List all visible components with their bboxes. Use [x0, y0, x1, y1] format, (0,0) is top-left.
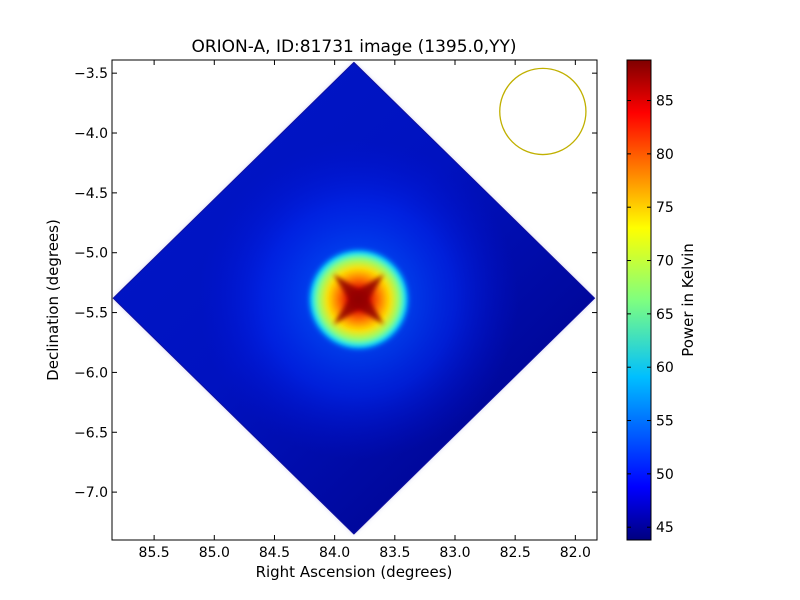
colorbar-tick-label: 45: [656, 520, 674, 536]
heatmap-image: [112, 61, 596, 535]
colorbar-tick-label: 80: [656, 147, 674, 163]
x-tick-label: 84.0: [319, 545, 350, 561]
colorbar-tick-label: 65: [656, 307, 674, 323]
beam-circle: [499, 67, 587, 156]
colorbar: [626, 59, 652, 541]
source-peak: [333, 273, 385, 325]
colorbar-ticks: 45 50 55 60 65 70 75 80 85: [627, 94, 674, 536]
colorbar-tick-label: 55: [656, 414, 674, 430]
colorbar-tick-label: 70: [656, 254, 674, 270]
y-tick-label: −3.5: [74, 66, 108, 82]
y-tick-label: −7.0: [74, 485, 108, 501]
x-tick-label: 84.5: [259, 545, 290, 561]
y-axis-label: Declination (degrees): [44, 219, 62, 381]
x-tick-label: 82.5: [500, 545, 531, 561]
y-tick-label: −4.0: [74, 126, 108, 142]
colorbar-tick-label: 60: [656, 360, 674, 376]
y-tick-label: −6.5: [74, 425, 108, 441]
x-axis-label: Right Ascension (degrees): [256, 563, 453, 581]
x-tick-label: 85.0: [199, 545, 230, 561]
x-axis-ticks: 85.5 85.0 84.5 84.0 83.5 83.0 82.5 82.0: [139, 60, 591, 561]
y-tick-label: −4.5: [74, 186, 108, 202]
colorbar-tick-label: 85: [656, 94, 674, 110]
colorbar-tick-label: 75: [656, 200, 674, 216]
y-tick-label: −5.0: [74, 246, 108, 262]
y-tick-label: −6.0: [74, 365, 108, 381]
beam-circle-layer: [499, 67, 587, 156]
colorbar-label: Power in Kelvin: [679, 243, 697, 357]
y-axis-ticks: −3.5 −4.0 −4.5 −5.0 −5.5 −6.0 −6.5 −7.0: [74, 66, 597, 501]
x-tick-label: 85.5: [139, 545, 170, 561]
x-tick-label: 82.0: [560, 545, 591, 561]
chart-title: ORION-A, ID:81731 image (1395.0,YY): [191, 37, 516, 57]
y-tick-label: −5.5: [74, 306, 108, 322]
colorbar-tick-label: 50: [656, 467, 674, 483]
x-tick-label: 83.0: [439, 545, 470, 561]
plot-frame: [111, 59, 598, 541]
x-tick-label: 83.5: [379, 545, 410, 561]
